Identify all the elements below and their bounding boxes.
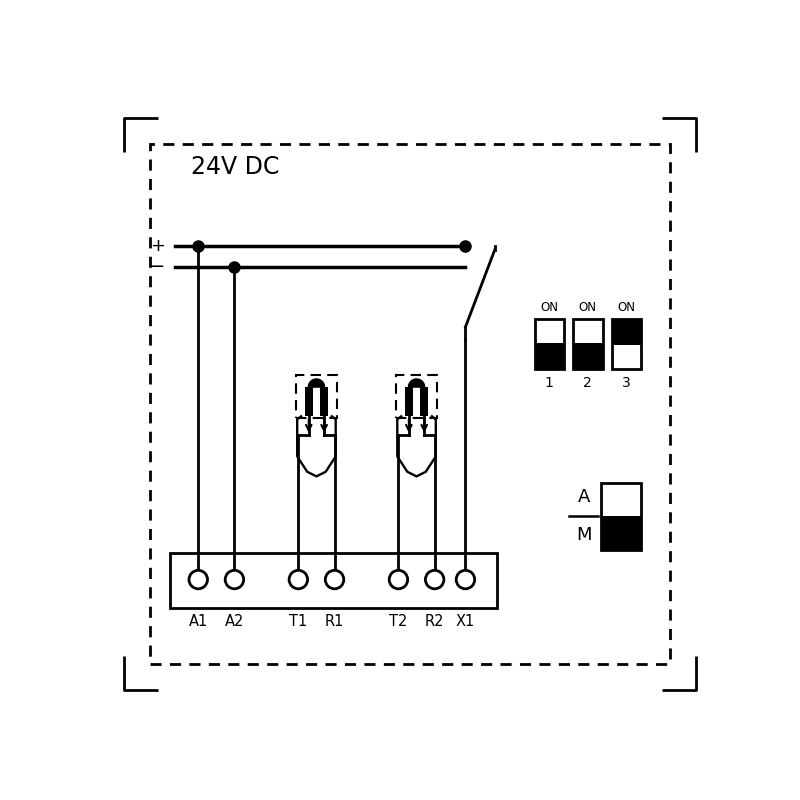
Text: M: M: [576, 526, 592, 544]
Polygon shape: [308, 379, 325, 387]
Bar: [296, 375, 338, 418]
Text: 3: 3: [622, 375, 630, 390]
Text: ON: ON: [618, 301, 635, 314]
Text: 2: 2: [583, 375, 592, 390]
Bar: [574, 343, 602, 370]
Text: A: A: [578, 489, 590, 506]
Bar: [612, 319, 641, 346]
Bar: [601, 482, 641, 550]
Bar: [601, 517, 641, 550]
Bar: [612, 319, 641, 370]
Bar: [396, 375, 438, 418]
Text: A2: A2: [225, 614, 244, 630]
Circle shape: [426, 570, 444, 589]
Circle shape: [326, 570, 344, 589]
Circle shape: [390, 570, 408, 589]
Text: 1: 1: [545, 375, 554, 390]
Bar: [574, 319, 602, 370]
Text: +: +: [150, 237, 165, 255]
Polygon shape: [409, 379, 425, 387]
Circle shape: [189, 570, 207, 589]
Bar: [405, 387, 413, 416]
Text: −: −: [150, 258, 166, 277]
Bar: [170, 553, 497, 608]
Text: R2: R2: [425, 614, 444, 630]
Text: ON: ON: [540, 301, 558, 314]
Circle shape: [289, 570, 307, 589]
Circle shape: [456, 570, 474, 589]
Bar: [320, 387, 328, 416]
Text: A1: A1: [189, 614, 208, 630]
Bar: [534, 343, 564, 370]
Bar: [150, 144, 670, 664]
Bar: [534, 319, 564, 370]
Text: X1: X1: [456, 614, 475, 630]
Text: ON: ON: [579, 301, 597, 314]
Circle shape: [226, 570, 244, 589]
Text: T1: T1: [290, 614, 307, 630]
Bar: [420, 387, 428, 416]
Bar: [305, 387, 313, 416]
Text: 24V DC: 24V DC: [190, 155, 279, 179]
Text: R1: R1: [325, 614, 344, 630]
Text: T2: T2: [390, 614, 408, 630]
